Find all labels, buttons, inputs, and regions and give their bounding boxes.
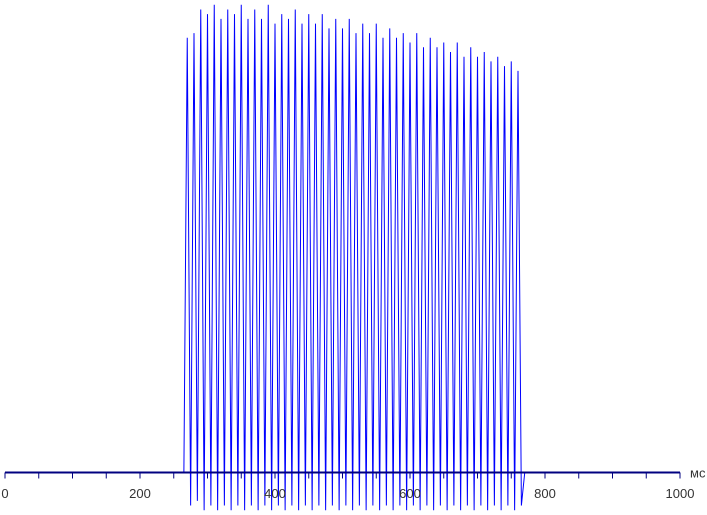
x-tick-label: 200 bbox=[129, 486, 151, 501]
x-tick-label: 400 bbox=[264, 486, 286, 501]
x-tick-label: 1000 bbox=[666, 486, 695, 501]
x-tick-label: 600 bbox=[399, 486, 421, 501]
x-tick-label: 0 bbox=[1, 486, 8, 501]
x-axis-label: мс bbox=[690, 465, 706, 480]
x-tick-label: 800 bbox=[534, 486, 556, 501]
waveform bbox=[5, 4, 680, 511]
